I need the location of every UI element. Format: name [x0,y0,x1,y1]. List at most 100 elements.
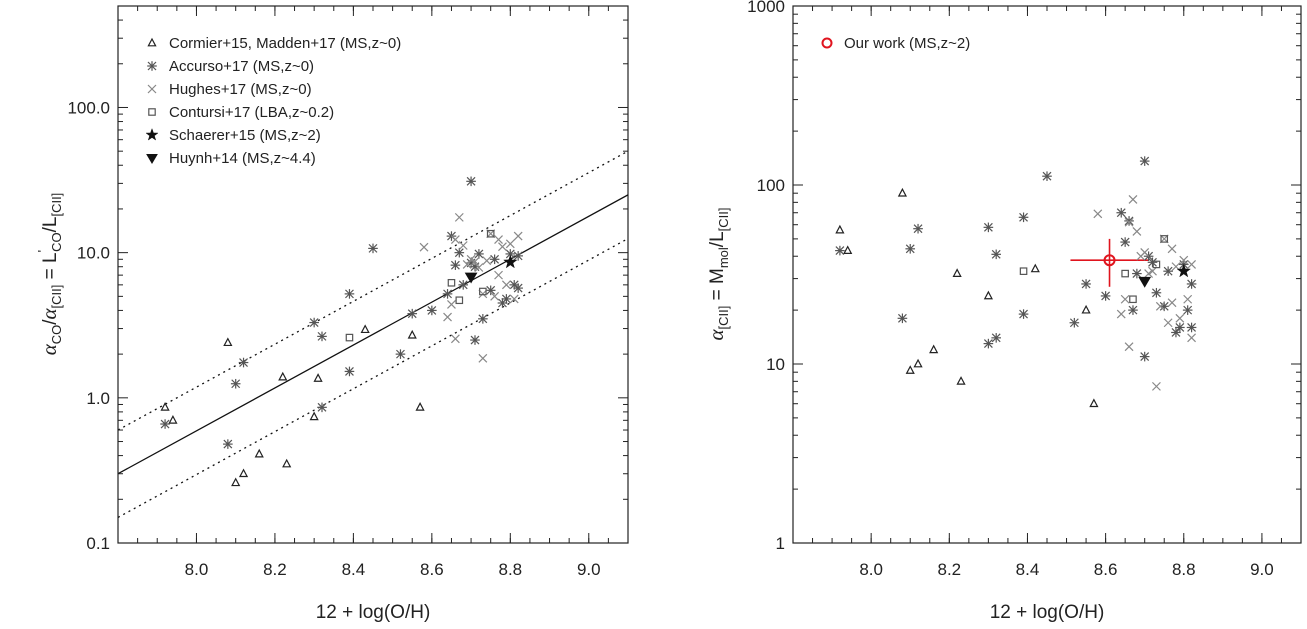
right-asterisk-point [1171,327,1181,338]
left-x-tick-label: 9.0 [577,560,601,579]
left-square-point [486,229,495,238]
right-x-point [1120,294,1130,304]
left-x-point [443,312,452,322]
left-x-point [509,294,519,304]
left-x-tick-label: 8.6 [420,560,444,579]
left-y-tick-label: 1.0 [86,389,110,408]
x-marker-stroke [1120,294,1130,304]
right-x-tick-label: 8.6 [1094,560,1118,579]
right-asterisk-point [1018,212,1029,223]
right-x-point [1128,195,1138,204]
x-marker-stroke [419,242,429,252]
left-asterisk-point [317,331,327,342]
left-legend-square-marker [148,108,156,116]
right-asterisk-point [1182,305,1193,315]
right-axis-ticks: 8.0 8.2 8.4 8.6 8.8 9.0 1 10 100 1000 [747,0,1302,579]
right-asterisk-point [897,313,908,324]
left-x-point [478,353,488,363]
left-x-tick-label: 8.0 [185,560,209,579]
left-triangle-point [168,415,178,424]
right-asterisk-point [1018,309,1029,319]
right-legend: Our work (MS,z~2) [821,35,970,52]
right-down-triangle-point [1138,276,1152,288]
left-square-point [479,287,487,296]
x-marker-stroke [482,256,492,266]
right-asterisk-point [983,222,994,233]
x-marker-stroke [1175,313,1185,323]
left-triangle-point [278,371,288,381]
left-relation-line-dotted [118,150,628,431]
right-asterisk-point [1069,317,1080,328]
x-marker-stroke [1167,244,1177,254]
right-x-tick-label: 8.4 [1016,560,1040,579]
left-x-point [513,231,523,241]
right-y-tick-label: 1000 [747,0,785,16]
x-marker-stroke [1148,266,1157,276]
left-x-tick-label: 8.8 [498,560,522,579]
left-triangle-point [282,458,292,468]
right-x-point [1167,298,1177,308]
left-asterisk-point [407,308,418,319]
x-marker-stroke [494,270,503,280]
right-y-axis-label-group: α[CII] = Mmol/L[CII] [704,207,731,340]
right-triangle-point [929,344,939,354]
x-marker-stroke [494,235,503,245]
left-asterisk-point [485,285,496,296]
left-legend-entry: Huynh+14 (MS,z~4.4) [169,150,316,167]
right-triangle-point [956,376,966,385]
right-x-point [1132,227,1142,236]
right-asterisk-point [1151,287,1162,298]
right-x-point [1155,301,1165,311]
x-marker-stroke [505,239,515,249]
right-asterisk-point [835,245,845,256]
right-star-point [1176,263,1192,278]
right-x-point [1148,266,1157,276]
left-triangle-point [231,477,241,487]
left-x-point [447,299,456,309]
left-square-point [455,296,464,305]
left-x-tick-label: 8.2 [263,560,287,579]
right-asterisk-point [1116,207,1127,218]
left-legend-star-marker [145,127,159,141]
right-x-point [1163,318,1173,328]
x-marker-stroke [1128,195,1138,204]
x-marker-stroke [501,280,511,290]
x-marker-stroke [498,242,507,252]
left-axis-ticks: 8.0 8.2 8.4 8.6 8.8 9.0 0.1 1.0 10.0 100.0 [67,5,629,579]
left-legend-entry: Hughes+17 (MS,z~0) [169,81,312,98]
x-marker-stroke [1167,298,1177,308]
right-triangle-point [897,187,908,197]
right-asterisk-point [991,333,1001,343]
left-x-tick-label: 8.4 [342,560,366,579]
x-marker-stroke [1144,269,1154,279]
x-marker-stroke [490,291,500,301]
x-marker-stroke [1179,255,1189,265]
right-x-point [1187,333,1197,343]
x-marker-stroke [1093,209,1103,219]
left-x-point [450,235,460,245]
right-x-tick-label: 9.0 [1250,560,1274,579]
left-panel: 8.0 8.2 8.4 8.6 8.8 9.0 0.1 1.0 10.0 100.0 12 + l… [35,5,629,623]
right-asterisk-point [1120,237,1130,247]
left-legend-down-triangle-marker [146,154,158,164]
right-asterisk-point [913,223,923,234]
left-x-point [450,334,460,344]
right-y-tick-label: 100 [757,176,785,195]
x-marker-stroke [1124,217,1134,227]
x-marker-stroke [447,299,456,309]
right-x-point [1124,342,1134,352]
left-asterisk-point [368,243,378,254]
right-x-point [1140,248,1150,257]
x-marker-stroke [1163,318,1173,328]
right-triangle-point [1089,398,1099,408]
left-asterisk-point [450,260,461,270]
right-square-point [1152,260,1161,269]
x-marker-stroke [462,259,472,269]
x-marker-stroke [458,241,468,250]
x-marker-stroke [443,312,452,322]
left-asterisk-point [478,314,488,324]
x-marker-stroke [513,231,523,241]
left-legend-asterisk-marker [147,61,157,71]
left-y-axis-label-group: αCO/α[CII] = L'CO/L[CII] [35,193,64,356]
